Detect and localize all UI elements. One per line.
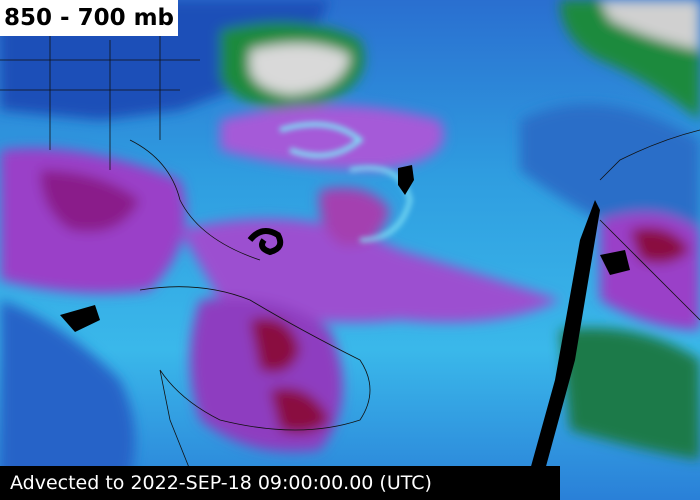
terminator-shadow bbox=[530, 200, 600, 470]
coastline bbox=[599, 129, 700, 321]
moist-core bbox=[270, 388, 330, 434]
moist-swirl bbox=[319, 187, 390, 246]
coastline bbox=[129, 139, 371, 471]
white-area bbox=[600, 0, 700, 50]
moist-core bbox=[250, 318, 300, 373]
title: 850 - 700 mb bbox=[0, 0, 179, 36]
swirl-line bbox=[279, 121, 364, 159]
dark-patch bbox=[600, 250, 630, 275]
coastlines bbox=[0, 0, 700, 471]
moist-band bbox=[180, 218, 560, 323]
moist-band bbox=[220, 105, 444, 170]
dark-patch bbox=[398, 165, 414, 195]
green-south bbox=[560, 328, 700, 460]
swirl-line bbox=[349, 166, 413, 242]
moist-core bbox=[40, 170, 140, 232]
dark-features bbox=[60, 165, 630, 470]
dry-southwest bbox=[0, 300, 135, 500]
timestamp: Advected to 2022-SEP-18 09:00:00.00 (UTC… bbox=[0, 466, 560, 500]
swirls bbox=[279, 121, 413, 242]
hurricane-eye bbox=[247, 228, 284, 256]
moist-core bbox=[630, 227, 690, 264]
white-area bbox=[250, 43, 350, 95]
dark-patch bbox=[60, 305, 100, 332]
borders bbox=[0, 0, 200, 170]
